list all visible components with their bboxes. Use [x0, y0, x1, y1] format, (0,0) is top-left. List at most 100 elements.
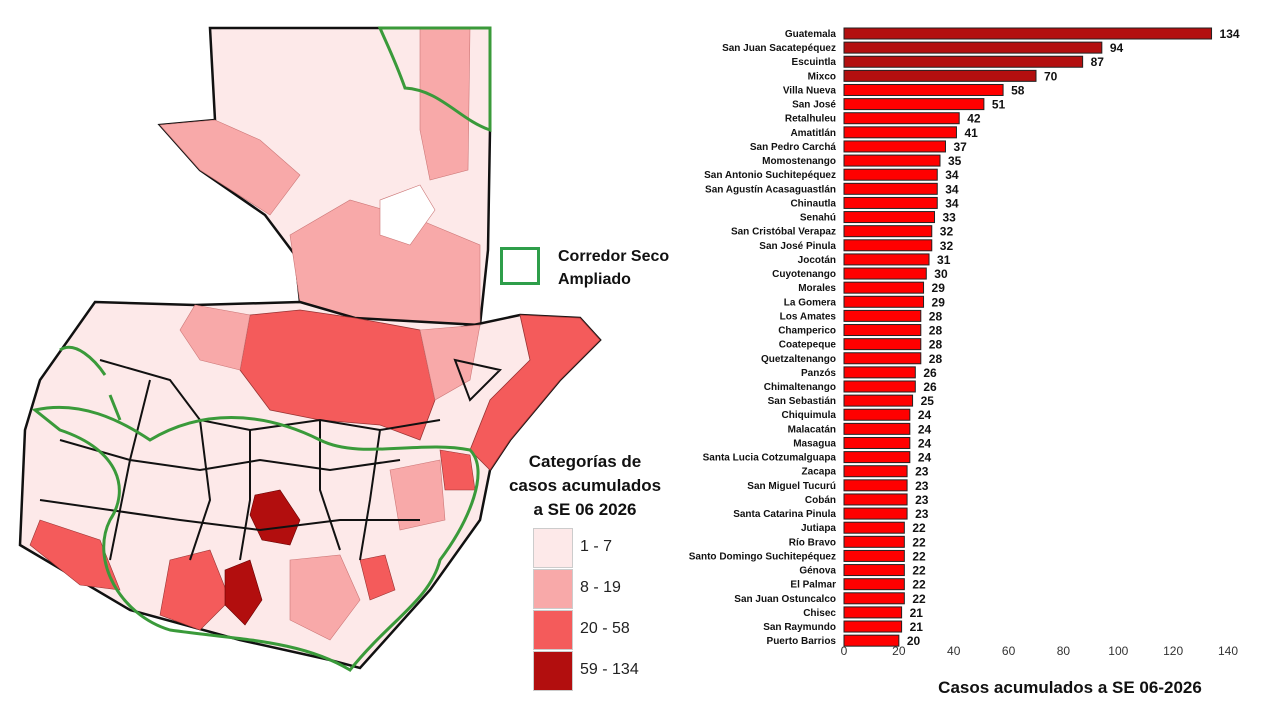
value-label: 37: [953, 140, 967, 154]
region-jutiapa: [359, 554, 396, 601]
category-label: Masagua: [793, 438, 836, 449]
value-label: 22: [912, 578, 926, 592]
guatemala-choropleth-map: [18, 26, 602, 672]
bar: [843, 408, 911, 421]
region-zacapa: [439, 449, 476, 491]
dry-corridor-north: [377, 26, 492, 133]
legend-swatch: [533, 528, 573, 568]
bar: [843, 606, 903, 619]
bar: [843, 168, 938, 181]
bar: [843, 338, 922, 351]
bar: [843, 634, 900, 647]
x-tick-label: 0: [841, 644, 848, 658]
bar: [843, 182, 938, 195]
category-label: Cobán: [805, 495, 836, 506]
region-south-mid: [289, 554, 361, 641]
bar: [843, 394, 914, 407]
bar: [843, 380, 916, 393]
bar: [843, 225, 933, 238]
category-label: San Sebastián: [768, 396, 836, 407]
value-label: 32: [940, 225, 954, 239]
legend-swatch: [533, 610, 573, 650]
category-label: Retalhuleu: [785, 114, 836, 125]
category-label: Escuintla: [792, 57, 837, 68]
category-label: Cuyotenango: [772, 269, 836, 280]
bar: [843, 352, 922, 365]
value-label: 22: [912, 549, 926, 563]
bar: [843, 493, 908, 506]
category-label: San Cristóbal Verapaz: [731, 227, 836, 238]
region-peten-west: [159, 119, 301, 216]
value-label: 20: [907, 634, 921, 648]
value-label: 34: [945, 168, 959, 182]
value-label: 134: [1220, 27, 1240, 41]
category-label: Champerico: [778, 326, 836, 337]
bar: [843, 535, 905, 548]
bar: [843, 436, 911, 449]
legend-item: 1 - 7: [533, 528, 673, 568]
value-label: 30: [934, 267, 948, 281]
value-label: 28: [929, 324, 943, 338]
value-label: 21: [910, 620, 924, 634]
category-label: Coatepeque: [779, 340, 837, 351]
value-label: 94: [1110, 41, 1124, 55]
category-label: Río Bravo: [789, 537, 836, 548]
bar: [843, 126, 957, 139]
dry-corridor-west: [59, 345, 122, 421]
category-label: Guatemala: [785, 29, 837, 40]
value-label: 29: [932, 295, 946, 309]
value-label: 35: [948, 154, 962, 168]
category-label: Santo Domingo Suchitepéquez: [689, 551, 836, 562]
bar: [843, 281, 925, 294]
category-label: San Juan Ostuncalco: [734, 594, 836, 605]
category-label: San Pedro Carchá: [750, 142, 837, 153]
category-label: Santa Catarina Pinula: [733, 509, 836, 520]
legend-swatch: [533, 651, 573, 691]
bar: [843, 27, 1213, 40]
bar: [843, 196, 938, 209]
bar: [843, 112, 960, 125]
value-label: 26: [923, 380, 937, 394]
region-guatemala-city: [249, 489, 301, 546]
category-label: Panzós: [801, 368, 836, 379]
bar: [843, 465, 908, 478]
value-label: 34: [945, 196, 959, 210]
corridor-legend-label: Corredor Seco Ampliado: [558, 245, 669, 291]
region-north-mid: [179, 304, 251, 371]
bar: [843, 451, 911, 464]
value-label: 25: [921, 394, 935, 408]
department-borders: [39, 358, 502, 561]
value-label: 24: [918, 408, 932, 422]
value-label: 28: [929, 338, 943, 352]
category-label: Los Amates: [780, 311, 837, 322]
value-label: 70: [1044, 69, 1058, 83]
region-east-mid: [419, 324, 481, 401]
x-tick-label: 80: [1057, 644, 1071, 658]
bar: [843, 98, 985, 111]
value-label: 34: [945, 182, 959, 196]
value-label: 28: [929, 352, 943, 366]
legend-title-line2: casos acumulados: [508, 476, 662, 495]
corridor-label-line1: Corredor Seco: [558, 248, 670, 265]
category-label: La Gomera: [784, 297, 837, 308]
legend-title: Categorías de casos acumulados a SE 06 2…: [500, 450, 670, 522]
category-label: Jutiapa: [801, 523, 836, 534]
x-tick-label: 100: [1108, 644, 1128, 658]
legend-label: 20 - 58: [580, 620, 630, 637]
bar: [843, 479, 908, 492]
bar: [843, 549, 905, 562]
category-label: San José Pinula: [759, 241, 836, 252]
category-label: San Juan Sacatepéquez: [722, 43, 836, 54]
value-label: 32: [940, 239, 954, 253]
value-label: 23: [915, 479, 929, 493]
value-label: 42: [967, 112, 981, 126]
legend-item: 59 - 134: [533, 651, 673, 691]
value-label: 28: [929, 309, 943, 323]
value-label: 41: [964, 126, 978, 140]
category-label: San José: [792, 100, 836, 111]
legend-title-line3: a SE 06 2026: [533, 500, 637, 519]
bar: [843, 83, 1004, 96]
category-label: San Agustín Acasaguastlán: [705, 184, 836, 195]
bar: [843, 507, 908, 520]
value-label: 23: [915, 507, 929, 521]
